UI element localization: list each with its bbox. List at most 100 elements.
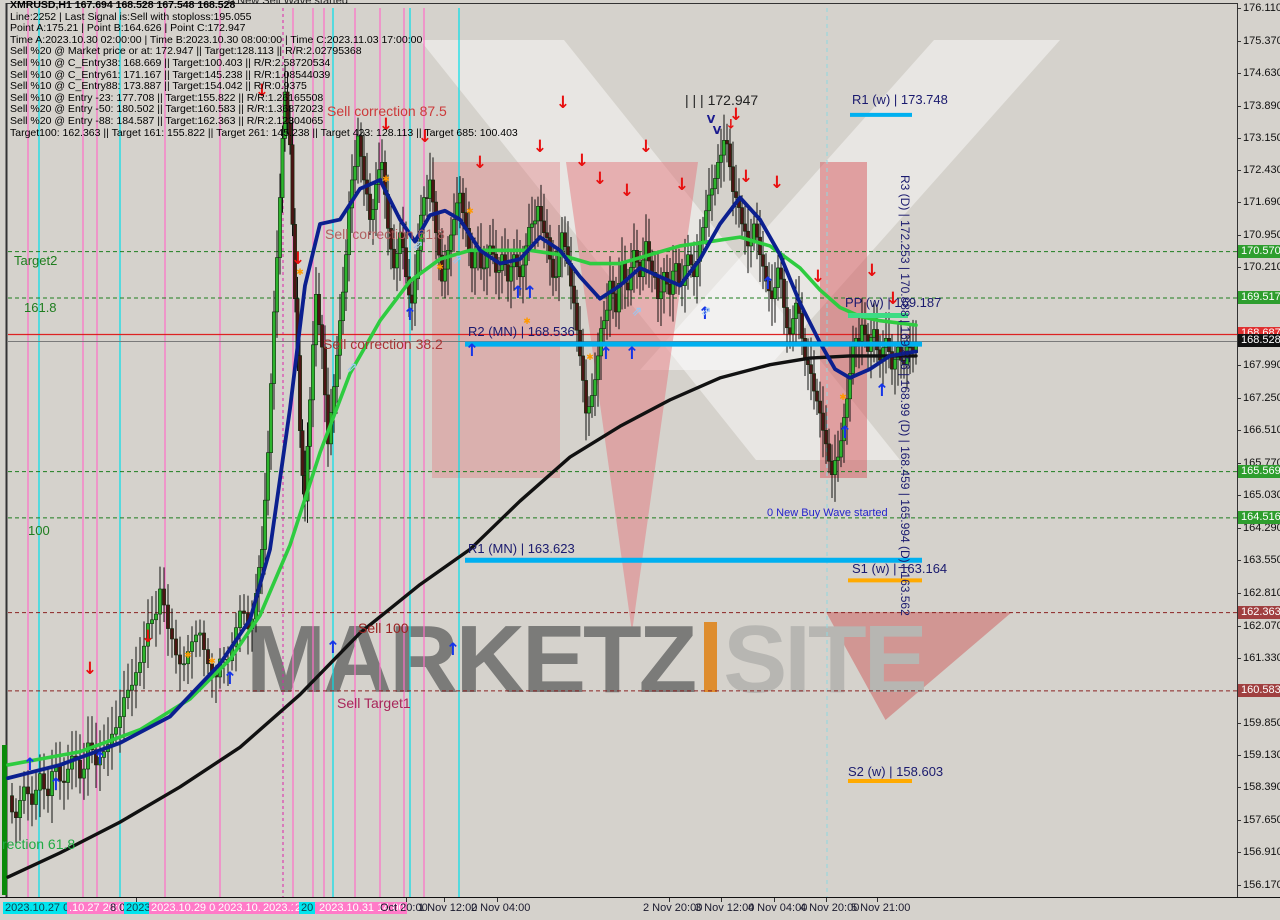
- info-line-1: Line:2252 | Last Signal is:Sell with sto…: [10, 10, 252, 23]
- y-tick-label: 157.650: [1243, 813, 1280, 826]
- pivot-segments: [465, 112, 922, 783]
- buy-arrow-icon: ↑: [838, 423, 852, 443]
- y-tick-label: 172.430: [1243, 163, 1280, 176]
- y-tick-mark: [1237, 73, 1241, 75]
- buy-arrow-icon: ↑: [93, 749, 107, 769]
- star-marker-icon: ✱: [382, 175, 390, 185]
- buy-arrow-icon: ↑: [523, 283, 537, 303]
- left-edge-bar: [2, 745, 7, 895]
- correction-arrow-icon: ⇗: [347, 361, 358, 376]
- x-axis-label: 2023.: [124, 902, 156, 914]
- y-tick-label: 167.990: [1243, 359, 1280, 372]
- info-line-0: XMRUSD,H1 167.694 168.528 167.548 168.52…: [10, 0, 236, 11]
- pivot-label-pp--w-: PP (w) | 169.187: [845, 295, 942, 310]
- info-panel: XMRUSD,H1 167.694 168.528 167.548 168.52…: [10, 0, 518, 139]
- candles: [10, 65, 918, 844]
- y-tick-label: 167.250: [1243, 391, 1280, 404]
- y-tick-label: 159.850: [1243, 717, 1280, 730]
- correction-arrow-icon: ⇗: [632, 305, 643, 320]
- y-tick-mark: [1237, 267, 1241, 269]
- buy-arrow-icon: ↑: [875, 381, 889, 401]
- x-tick-mark: [669, 898, 670, 902]
- buy-arrow-icon: ↑: [465, 341, 479, 361]
- sell-arrow-icon: ↓: [141, 627, 155, 647]
- sell-arrow-icon: ↓: [729, 105, 743, 125]
- y-tick-mark: [1237, 787, 1241, 789]
- y-tick-mark: [1237, 560, 1241, 562]
- price-label-darkred: 160.583: [1238, 683, 1280, 697]
- sell-arrow-icon: ↓: [556, 93, 570, 113]
- y-tick-label: 158.390: [1243, 781, 1280, 794]
- sell-arrow-icon: ↓: [593, 169, 607, 189]
- x-axis-label: 4 Nov 04:00: [748, 902, 808, 914]
- x-axis-label: 5 Nov 21:00: [851, 902, 911, 914]
- y-tick-mark: [1237, 495, 1241, 497]
- buy-arrow-icon: ↑: [446, 640, 460, 660]
- daily-pivot-vertical-labels: R3 (D) | 172.253 | 170.888 | 169.856 | 1…: [898, 175, 912, 616]
- price-label-green: 169.517: [1238, 290, 1280, 304]
- x-axis-label: 8 0: [110, 902, 126, 914]
- y-tick-mark: [1237, 819, 1241, 821]
- level-lines: [8, 251, 1237, 692]
- price-label-green: 165.569: [1238, 464, 1280, 478]
- x-axis-label: Oct 20:00: [380, 902, 428, 914]
- x-tick-mark: [774, 898, 775, 902]
- x-tick-mark: [497, 898, 498, 902]
- y-tick-mark: [1237, 658, 1241, 660]
- y-tick-mark: [1237, 592, 1241, 594]
- info-line-4: Sell %20 @ Market price or at: 172.947 |…: [10, 45, 362, 58]
- sell-arrow-icon: ↓: [811, 267, 825, 287]
- y-tick-mark: [1237, 723, 1241, 725]
- price-label-green: 170.570: [1238, 244, 1280, 258]
- y-tick-mark: [1237, 397, 1241, 399]
- star-marker-icon: ✱: [523, 317, 531, 327]
- info-line-3: Time A:2023.10.30 02:00:00 | Time B:2023…: [10, 33, 423, 46]
- sell-arrow-icon: ↓: [291, 249, 305, 269]
- correction-arrow-icon: ⇗: [413, 239, 424, 254]
- x-axis-label: 2 Nov 20:00: [643, 902, 703, 914]
- sell-arrow-icon: ↓: [726, 118, 737, 133]
- sell-arrow-icon: ↓: [83, 659, 97, 679]
- x-axis-label: 2 Nov 04:00: [471, 902, 531, 914]
- watermark-word-marketz: MARKETZ: [246, 606, 697, 713]
- y-tick-mark: [1237, 105, 1241, 107]
- y-tick-mark: [1237, 885, 1241, 886]
- buy-arrow-icon: ↑: [49, 775, 63, 795]
- sell-arrow-icon: ↓: [639, 137, 653, 157]
- annotation-sell-correction-61: Sell correction 61.8: [325, 226, 445, 242]
- info-line-9: Sell %20 @ Entry -50: 180.502 || Target:…: [10, 103, 324, 116]
- annotation-0-new-buy-wave-sta: 0 New Buy Wave started: [767, 507, 888, 519]
- price-label-green: 164.516: [1238, 510, 1280, 524]
- watermark-separator: [704, 622, 718, 692]
- star-marker-icon: ✱: [296, 268, 304, 278]
- y-tick-mark: [1237, 754, 1241, 756]
- buy-arrow-icon: ↑: [761, 274, 775, 294]
- signal-markers: ↓↓↓↓↓↓↓↓↓↓↓↓↓↓↓↓ ↓↓ ↓↓↑↑↑↑↑ ↑↑↑↑↑↑ ↑↑↑↑↑✱✱✱✱…: [23, 81, 900, 795]
- x-tick-mark: [877, 898, 878, 902]
- sell-arrow-icon: ↓: [620, 181, 634, 201]
- ma-blue: [6, 178, 918, 781]
- x-tick-mark: [444, 898, 445, 902]
- annotation-161-8: 161.8: [24, 300, 57, 315]
- pivot-label-r1--mn-: R1 (MN) | 163.623: [468, 541, 575, 556]
- y-tick-label: 166.510: [1243, 424, 1280, 437]
- watermark-word-site: SITE: [723, 606, 927, 713]
- y-tick-mark: [1237, 8, 1241, 9]
- x-tick-mark: [136, 898, 137, 902]
- y-tick-mark: [1237, 625, 1241, 627]
- y-tick-label: 163.550: [1243, 554, 1280, 567]
- annotation-sell-100: Sell 100: [358, 620, 409, 636]
- star-marker-icon: ✱: [466, 207, 474, 217]
- y-tick-label: 156.170: [1243, 879, 1280, 891]
- sell-arrow-icon: ↓: [770, 173, 784, 193]
- price-label-black: 168.528: [1238, 334, 1280, 348]
- x-axis-label: .10.27 20:00: [67, 902, 133, 914]
- y-tick-mark: [1237, 852, 1241, 854]
- star-marker-icon: ✱: [586, 353, 594, 363]
- price-label-darkred: 162.363: [1238, 605, 1280, 619]
- info-line-6: Sell %10 @ C_Entry61: 171.167 || Target:…: [10, 68, 331, 81]
- pivot-label-r1--w-: R1 (w) | 173.748: [852, 92, 948, 107]
- annotation-sell-correction-38: Sell correction 38.2: [323, 336, 443, 352]
- buy-arrow-icon: ↑: [511, 283, 525, 303]
